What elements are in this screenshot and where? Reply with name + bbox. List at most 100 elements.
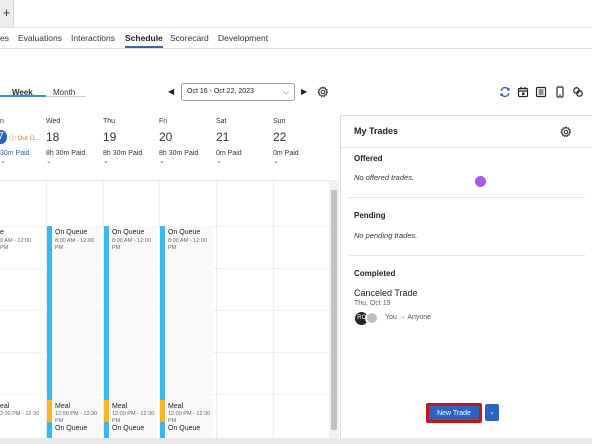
day-paid-hours: 8h 30m Paid [46, 150, 86, 157]
sync-icon[interactable] [499, 86, 511, 98]
new-tab-button[interactable]: + [0, 0, 14, 27]
main-nav: es Evaluations Interactions Schedule Sco… [0, 28, 592, 49]
calendar-icon[interactable] [517, 86, 529, 98]
next-week-button[interactable]: ▶ [301, 87, 308, 96]
shift-activity-time: 0 AM - 12:00 [0, 238, 32, 244]
prev-week-button[interactable]: ◀ [168, 87, 175, 96]
day-date: 18 [46, 130, 60, 144]
day-paid-hours: 30m Paid [0, 150, 30, 157]
date-range-select[interactable]: Oct 16 - Oct 22, 2023 ⌵ [181, 83, 295, 101]
my-trades-panel: My Trades Offered No offered trades. Pen… [340, 115, 592, 444]
meal-bar [47, 400, 52, 422]
meal-time: 12:00 PM - 12:30 PM [112, 411, 155, 424]
tab-divider [46, 96, 86, 97]
shift-background [109, 226, 157, 444]
trade-settings-gear-icon[interactable] [560, 126, 572, 138]
cursor-indicator [475, 176, 486, 187]
chevron-down-icon: ⌄ [489, 409, 495, 416]
schedule-scrollbar-thumb[interactable] [331, 190, 337, 430]
tab-scorecard[interactable]: Scorecard [170, 33, 209, 43]
day-header[interactable]: Wed 18 8h 30m Paid ⌄ [46, 108, 104, 178]
day-name: n [0, 118, 4, 125]
meal-time: 2:00 PM - 12:30 [0, 411, 40, 417]
day-name: Sun [273, 118, 286, 125]
mobile-icon[interactable] [554, 86, 566, 98]
day-paid-hours: 8h 30m Paid [159, 150, 199, 157]
day-paid-hours: 0m Paid [216, 150, 242, 157]
chevron-down-icon[interactable]: ⌄ [0, 158, 6, 165]
out-of-office-badge: ⓘ Out O... [9, 132, 40, 142]
chevron-down-icon[interactable]: ⌄ [103, 158, 109, 165]
new-trade-dropdown-button[interactable]: ⌄ [485, 404, 499, 421]
on-queue-label: On Queue [55, 229, 88, 236]
chevron-down-icon[interactable]: ⌄ [46, 158, 52, 165]
schedule-grid: n 7 ⓘ Out O... 30m Paid ⌄ Wed 18 8h 30m … [0, 108, 340, 444]
offered-section-title: Offered [354, 154, 383, 163]
trade-link-icon[interactable] [572, 86, 584, 98]
on-queue-bar [104, 226, 109, 400]
bottom-scroll-strip [0, 438, 592, 444]
shift-background [165, 226, 213, 444]
tab-interactions[interactable]: Interactions [71, 33, 115, 43]
day-paid-hours: 0m Paid [273, 150, 299, 157]
day-header[interactable]: Thu 19 8h 30m Paid ⌄ [103, 108, 161, 178]
warning-icon: ⓘ [9, 135, 16, 142]
new-trade-label: New Trade [437, 410, 471, 417]
chevron-down-icon[interactable]: ⌄ [216, 158, 222, 165]
column-divider [46, 180, 47, 444]
list-view-icon[interactable] [535, 86, 547, 98]
meal-bar [160, 400, 165, 422]
month-view-tab[interactable]: Month [53, 88, 76, 97]
today-date-badge: 7 [0, 130, 7, 144]
day-date: 19 [103, 130, 117, 144]
browser-top-bar: + [0, 0, 592, 28]
day-header[interactable]: n 7 ⓘ Out O... 30m Paid ⌄ [0, 108, 58, 178]
week-view-tab[interactable]: Week [12, 88, 33, 97]
on-queue-label: On Queue [112, 229, 145, 236]
chevron-down-icon[interactable]: ⌄ [273, 158, 279, 165]
on-queue-bar [104, 422, 109, 444]
tab-partial[interactable]: es [0, 33, 9, 43]
day-header[interactable]: Sun 22 0m Paid ⌄ [273, 108, 331, 178]
day-name: Wed [46, 118, 61, 125]
meal-time: 12:00 PM - 12:30 PM [168, 411, 211, 424]
chevron-down-icon[interactable]: ⌄ [159, 158, 165, 165]
on-queue-time: 8:00 AM - 12:00 PM [112, 238, 151, 251]
day-header[interactable]: Sat 21 0m Paid ⌄ [216, 108, 274, 178]
trade-date: Thu, Oct 19 [354, 300, 391, 307]
on-queue-bar [47, 422, 52, 444]
section-divider [349, 197, 585, 198]
day-name: Thu [103, 118, 116, 125]
avatar: RC [355, 312, 368, 325]
meal-label: Meal [112, 403, 128, 410]
header-divider [0, 180, 330, 181]
day-header[interactable]: Fri 20 8h 30m Paid ⌄ [159, 108, 217, 178]
on-queue-bar [160, 422, 165, 444]
new-trade-button[interactable]: New Trade [426, 403, 482, 423]
on-queue-time: 8:00 AM - 12:00 PM [168, 238, 207, 251]
panel-divider [341, 147, 592, 148]
meal-label: eal [0, 403, 10, 410]
day-date: 21 [216, 130, 230, 144]
tab-evaluations[interactable]: Evaluations [18, 33, 62, 43]
settings-gear-icon[interactable] [317, 86, 329, 98]
day-paid-hours: 8h 30m Paid [103, 150, 143, 157]
column-divider [159, 180, 160, 444]
pending-empty-text: No pending trades. [354, 231, 418, 240]
chevron-down-icon: ⌵ [282, 87, 289, 96]
day-date: 20 [159, 130, 173, 144]
tab-development[interactable]: Development [218, 33, 269, 43]
trade-title: Canceled Trade [354, 288, 418, 298]
on-queue-label: On Queue [55, 425, 88, 432]
tab-schedule[interactable]: Schedule [125, 28, 163, 49]
week-tab-indicator [0, 95, 46, 97]
meal-bar [104, 400, 109, 422]
out-of-office-label: Out O... [17, 135, 41, 142]
completed-section-title: Completed [354, 269, 396, 278]
pending-section-title: Pending [354, 211, 386, 220]
on-queue-bar [160, 226, 165, 400]
meal-label: Meal [168, 403, 184, 410]
panel-title: My Trades [354, 126, 399, 136]
trade-participants: You → Anyone [385, 314, 432, 321]
column-divider [216, 180, 217, 444]
